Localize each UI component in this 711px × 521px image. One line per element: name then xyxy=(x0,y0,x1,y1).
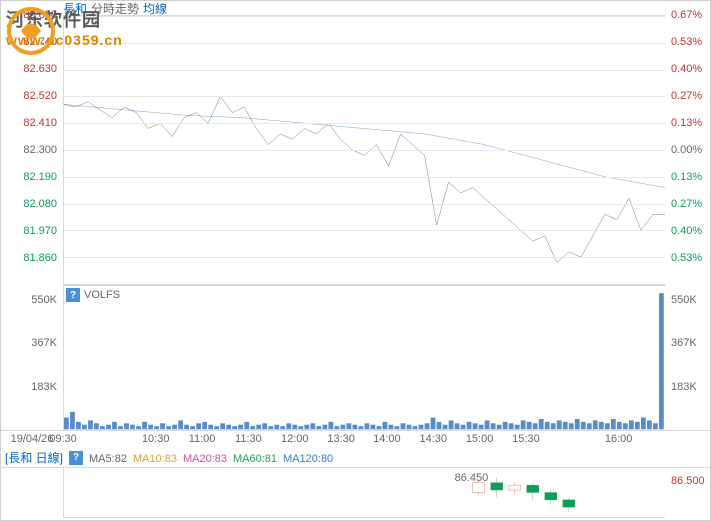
price-y-axis-right: 0.67%0.53%0.40%0.27%0.13%0.00%0.13%0.27%… xyxy=(665,15,710,285)
daily-candlestick-chart[interactable]: 86.450 86.500 xyxy=(1,468,710,518)
pct-y-tick: 0.00% xyxy=(671,144,702,156)
volume-y-tick: 367K xyxy=(671,337,697,349)
time-x-tick: 14:30 xyxy=(419,433,447,445)
ma-value: MA10:83 xyxy=(133,453,177,465)
daily-y-axis-right: 86.500 xyxy=(665,468,710,518)
volume-y-tick: 367K xyxy=(31,337,57,349)
time-x-tick: 15:00 xyxy=(466,433,494,445)
volume-y-axis-right: 550K 367K 183K xyxy=(665,285,710,430)
time-x-tick: 11:30 xyxy=(235,433,262,445)
price-y-tick: 82.520 xyxy=(23,90,57,102)
time-x-tick: 09:30 xyxy=(49,433,77,445)
price-y-tick: 82.190 xyxy=(23,171,57,183)
pct-y-tick: 0.13% xyxy=(671,171,702,183)
volume-chart[interactable]: 550K 367K 183K ? VOLFS 550K 367K 183K xyxy=(1,285,710,430)
x-ticks: 09:3010:3011:0011:3012:0013:3014:0014:30… xyxy=(63,431,665,448)
volume-label: VOLFS xyxy=(84,289,120,301)
volume-y-tick: 550K xyxy=(31,294,57,306)
daily-y-tick: 86.500 xyxy=(671,475,705,487)
daily-stock-label[interactable]: [長和 日線] xyxy=(5,449,63,466)
pct-y-tick: 0.40% xyxy=(671,63,702,75)
header-row: 長和 分時走勢 均線 xyxy=(1,1,710,15)
pct-y-tick: 0.13% xyxy=(671,117,702,129)
pct-y-tick: 0.53% xyxy=(671,36,702,48)
volume-chart-area[interactable]: ? VOLFS xyxy=(63,285,665,430)
time-x-tick: 16:00 xyxy=(605,433,633,445)
ma-indicator-row: [長和 日線] ? MA5:82 MA10:83 MA20:83 MA60:81 MA1… xyxy=(1,448,710,468)
price-chart-area[interactable] xyxy=(63,15,665,285)
volume-y-axis-left: 550K 367K 183K xyxy=(1,285,63,430)
daily-y-axis-left xyxy=(1,468,63,518)
pct-y-tick: 0.67% xyxy=(671,9,702,21)
daily-chart-area[interactable]: 86.450 xyxy=(63,468,665,518)
price-y-tick: 82.080 xyxy=(23,198,57,210)
price-y-tick: 82.630 xyxy=(23,63,57,75)
time-x-tick: 10:30 xyxy=(142,433,170,445)
time-x-tick: 15:30 xyxy=(512,433,540,445)
price-y-axis-left: 82.85082.74082.63082.52082.41082.30082.1… xyxy=(1,15,63,285)
price-y-tick: 81.860 xyxy=(23,252,57,264)
time-x-tick: 14:00 xyxy=(373,433,401,445)
volume-bars-svg xyxy=(64,286,665,429)
help-icon[interactable]: ? xyxy=(69,451,83,465)
time-x-axis: 19/04/26 09:3010:3011:0011:3012:0013:301… xyxy=(1,430,710,448)
pct-y-tick: 0.40% xyxy=(671,225,702,237)
price-chart[interactable]: 82.85082.74082.63082.52082.41082.30082.1… xyxy=(1,15,710,285)
volume-y-tick: 183K xyxy=(671,381,697,393)
pct-y-tick: 0.27% xyxy=(671,90,702,102)
price-y-tick: 81.970 xyxy=(23,225,57,237)
price-y-tick: 82.850 xyxy=(23,9,57,21)
ma-value: MA20:83 xyxy=(183,453,227,465)
ma-values: MA5:82 MA10:83 MA20:83 MA60:81 MA120:80 xyxy=(89,451,339,465)
volume-y-tick: 183K xyxy=(31,381,57,393)
price-y-tick: 82.410 xyxy=(23,117,57,129)
ma-value: MA120:80 xyxy=(283,453,333,465)
help-icon[interactable]: ? xyxy=(66,288,80,302)
pct-y-tick: 0.27% xyxy=(671,198,702,210)
price-y-tick: 82.300 xyxy=(23,144,57,156)
time-x-tick: 12:00 xyxy=(281,433,309,445)
price-y-tick: 82.740 xyxy=(23,36,57,48)
volume-y-tick: 550K xyxy=(671,294,697,306)
ma-value: MA60:81 xyxy=(233,453,277,465)
daily-candles-svg xyxy=(64,468,665,517)
time-x-tick: 13:30 xyxy=(327,433,355,445)
volume-header: ? VOLFS xyxy=(66,288,120,302)
time-x-tick: 11:00 xyxy=(189,433,216,445)
chart-container: 長和 分時走勢 均線 河东软件园 www.pc0359.cn 82.85082.… xyxy=(0,0,711,521)
ma-value: MA5:82 xyxy=(89,453,127,465)
pct-y-tick: 0.53% xyxy=(671,252,702,264)
